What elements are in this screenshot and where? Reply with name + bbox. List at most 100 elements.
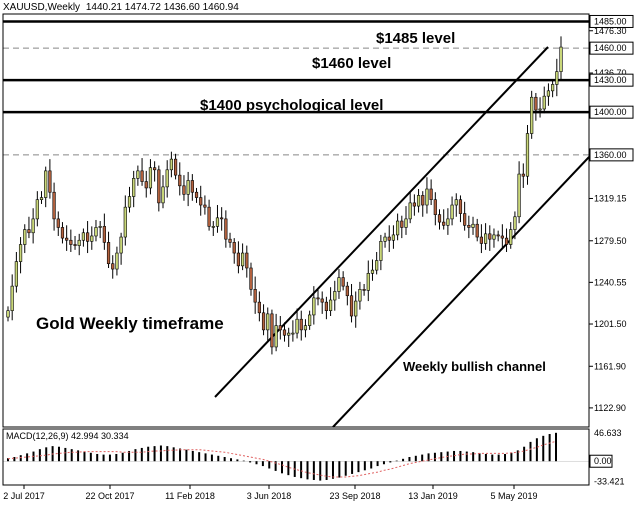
candle-64 — [274, 313, 278, 352]
candle-107 — [454, 193, 458, 217]
candle-115 — [488, 225, 492, 251]
candle-body-40 — [173, 158, 178, 176]
candle-127 — [538, 97, 542, 118]
candle-12 — [56, 211, 60, 236]
candle-81 — [345, 281, 349, 306]
candle-109 — [463, 201, 467, 231]
candle-body-123 — [521, 173, 525, 177]
candle-body-54 — [232, 242, 236, 254]
price-tick-label-8: 1279.50 — [594, 236, 627, 246]
candle-body-71 — [303, 325, 308, 331]
candle-27 — [119, 232, 123, 265]
candle-105 — [446, 208, 450, 235]
candle-3 — [18, 237, 23, 274]
candle-16 — [73, 235, 77, 250]
candle-131 — [555, 58, 559, 97]
candle-125 — [530, 90, 534, 139]
candle-body-57 — [245, 252, 249, 269]
candle-body-14 — [65, 237, 69, 241]
candle-13 — [60, 222, 65, 244]
candle-body-50 — [215, 217, 220, 227]
candle-body-52 — [224, 218, 228, 240]
candle-body-111 — [471, 223, 475, 228]
candle-114 — [483, 223, 488, 250]
candle-82 — [349, 283, 354, 323]
chart-symbol: XAUUSD,Weekly — [3, 2, 81, 13]
candle-body-116 — [492, 234, 496, 240]
price-pane: $1485 level $1460 level $1400 psychologica… — [3, 20, 590, 428]
candle-body-17 — [77, 239, 81, 246]
price-tick-label-11: 1161.90 — [594, 361, 626, 371]
candle-body-122 — [517, 173, 521, 218]
candle-50 — [215, 205, 220, 233]
candle-58 — [249, 262, 253, 296]
candle-body-16 — [73, 244, 77, 246]
candle-0 — [6, 306, 10, 322]
candle-body-109 — [463, 213, 467, 226]
candle-90 — [383, 232, 387, 248]
candle-119 — [504, 228, 509, 252]
candle-23 — [102, 213, 106, 250]
candle-body-78 — [333, 291, 337, 301]
candle-body-100 — [425, 188, 429, 206]
candle-body-58 — [249, 267, 253, 290]
candle-31 — [136, 165, 140, 186]
candle-body-34 — [148, 167, 153, 189]
candle-body-21 — [94, 227, 98, 237]
candle-body-39 — [169, 158, 173, 171]
candle-45 — [194, 187, 199, 203]
candle-body-0 — [6, 310, 10, 318]
candle-body-128 — [542, 95, 546, 110]
candle-body-129 — [546, 90, 551, 97]
candle-body-36 — [157, 169, 161, 204]
candle-body-87 — [370, 269, 375, 274]
candle-body-22 — [98, 226, 102, 228]
candle-body-60 — [257, 301, 261, 314]
candle-118 — [500, 224, 504, 249]
candle-35 — [153, 161, 157, 182]
candle-6 — [31, 208, 35, 244]
candle-75 — [320, 291, 324, 314]
price-tick-label-6: 1360.00 — [594, 150, 627, 160]
candle-body-63 — [270, 313, 274, 348]
candle-body-51 — [220, 217, 224, 220]
macd-tick-label-0: 46.633 — [594, 428, 622, 438]
candle-84 — [358, 281, 362, 310]
candle-116 — [492, 228, 496, 248]
candle-body-110 — [467, 225, 471, 228]
candle-102 — [433, 192, 437, 226]
candle-body-53 — [228, 238, 232, 243]
candle-body-4 — [23, 229, 27, 245]
candle-79 — [337, 269, 341, 299]
candle-92 — [391, 225, 396, 249]
candle-54 — [232, 238, 236, 264]
candle-117 — [496, 230, 500, 242]
price-tick-label-0: 1485.00 — [594, 16, 627, 26]
price-tick-label-5: 1400.00 — [594, 107, 627, 117]
candle-body-77 — [328, 299, 333, 311]
channel-lower-line — [332, 156, 590, 428]
candle-28 — [123, 195, 127, 246]
candle-body-97 — [412, 202, 416, 207]
candle-57 — [245, 245, 249, 278]
chart-ohlc: 1440.21 1474.72 1436.60 1460.94 — [85, 2, 239, 13]
candle-65 — [278, 316, 282, 340]
candle-106 — [450, 196, 454, 226]
candle-66 — [282, 322, 287, 342]
price-tick-box-4 — [589, 73, 634, 87]
candle-body-79 — [337, 277, 341, 292]
candle-124 — [525, 124, 530, 185]
chart-header: XAUUSD,Weekly 1440.21 1474.72 1436.60 14… — [3, 2, 239, 13]
candle-body-42 — [182, 185, 186, 195]
candle-body-32 — [140, 170, 144, 182]
candle-99 — [421, 191, 425, 217]
candle-76 — [324, 296, 328, 320]
candle-body-99 — [421, 195, 425, 206]
candle-body-56 — [241, 252, 245, 267]
candle-78 — [333, 280, 337, 311]
candle-body-103 — [437, 214, 442, 223]
candle-24 — [106, 231, 111, 268]
candle-98 — [416, 189, 421, 213]
candle-body-67 — [287, 332, 291, 336]
